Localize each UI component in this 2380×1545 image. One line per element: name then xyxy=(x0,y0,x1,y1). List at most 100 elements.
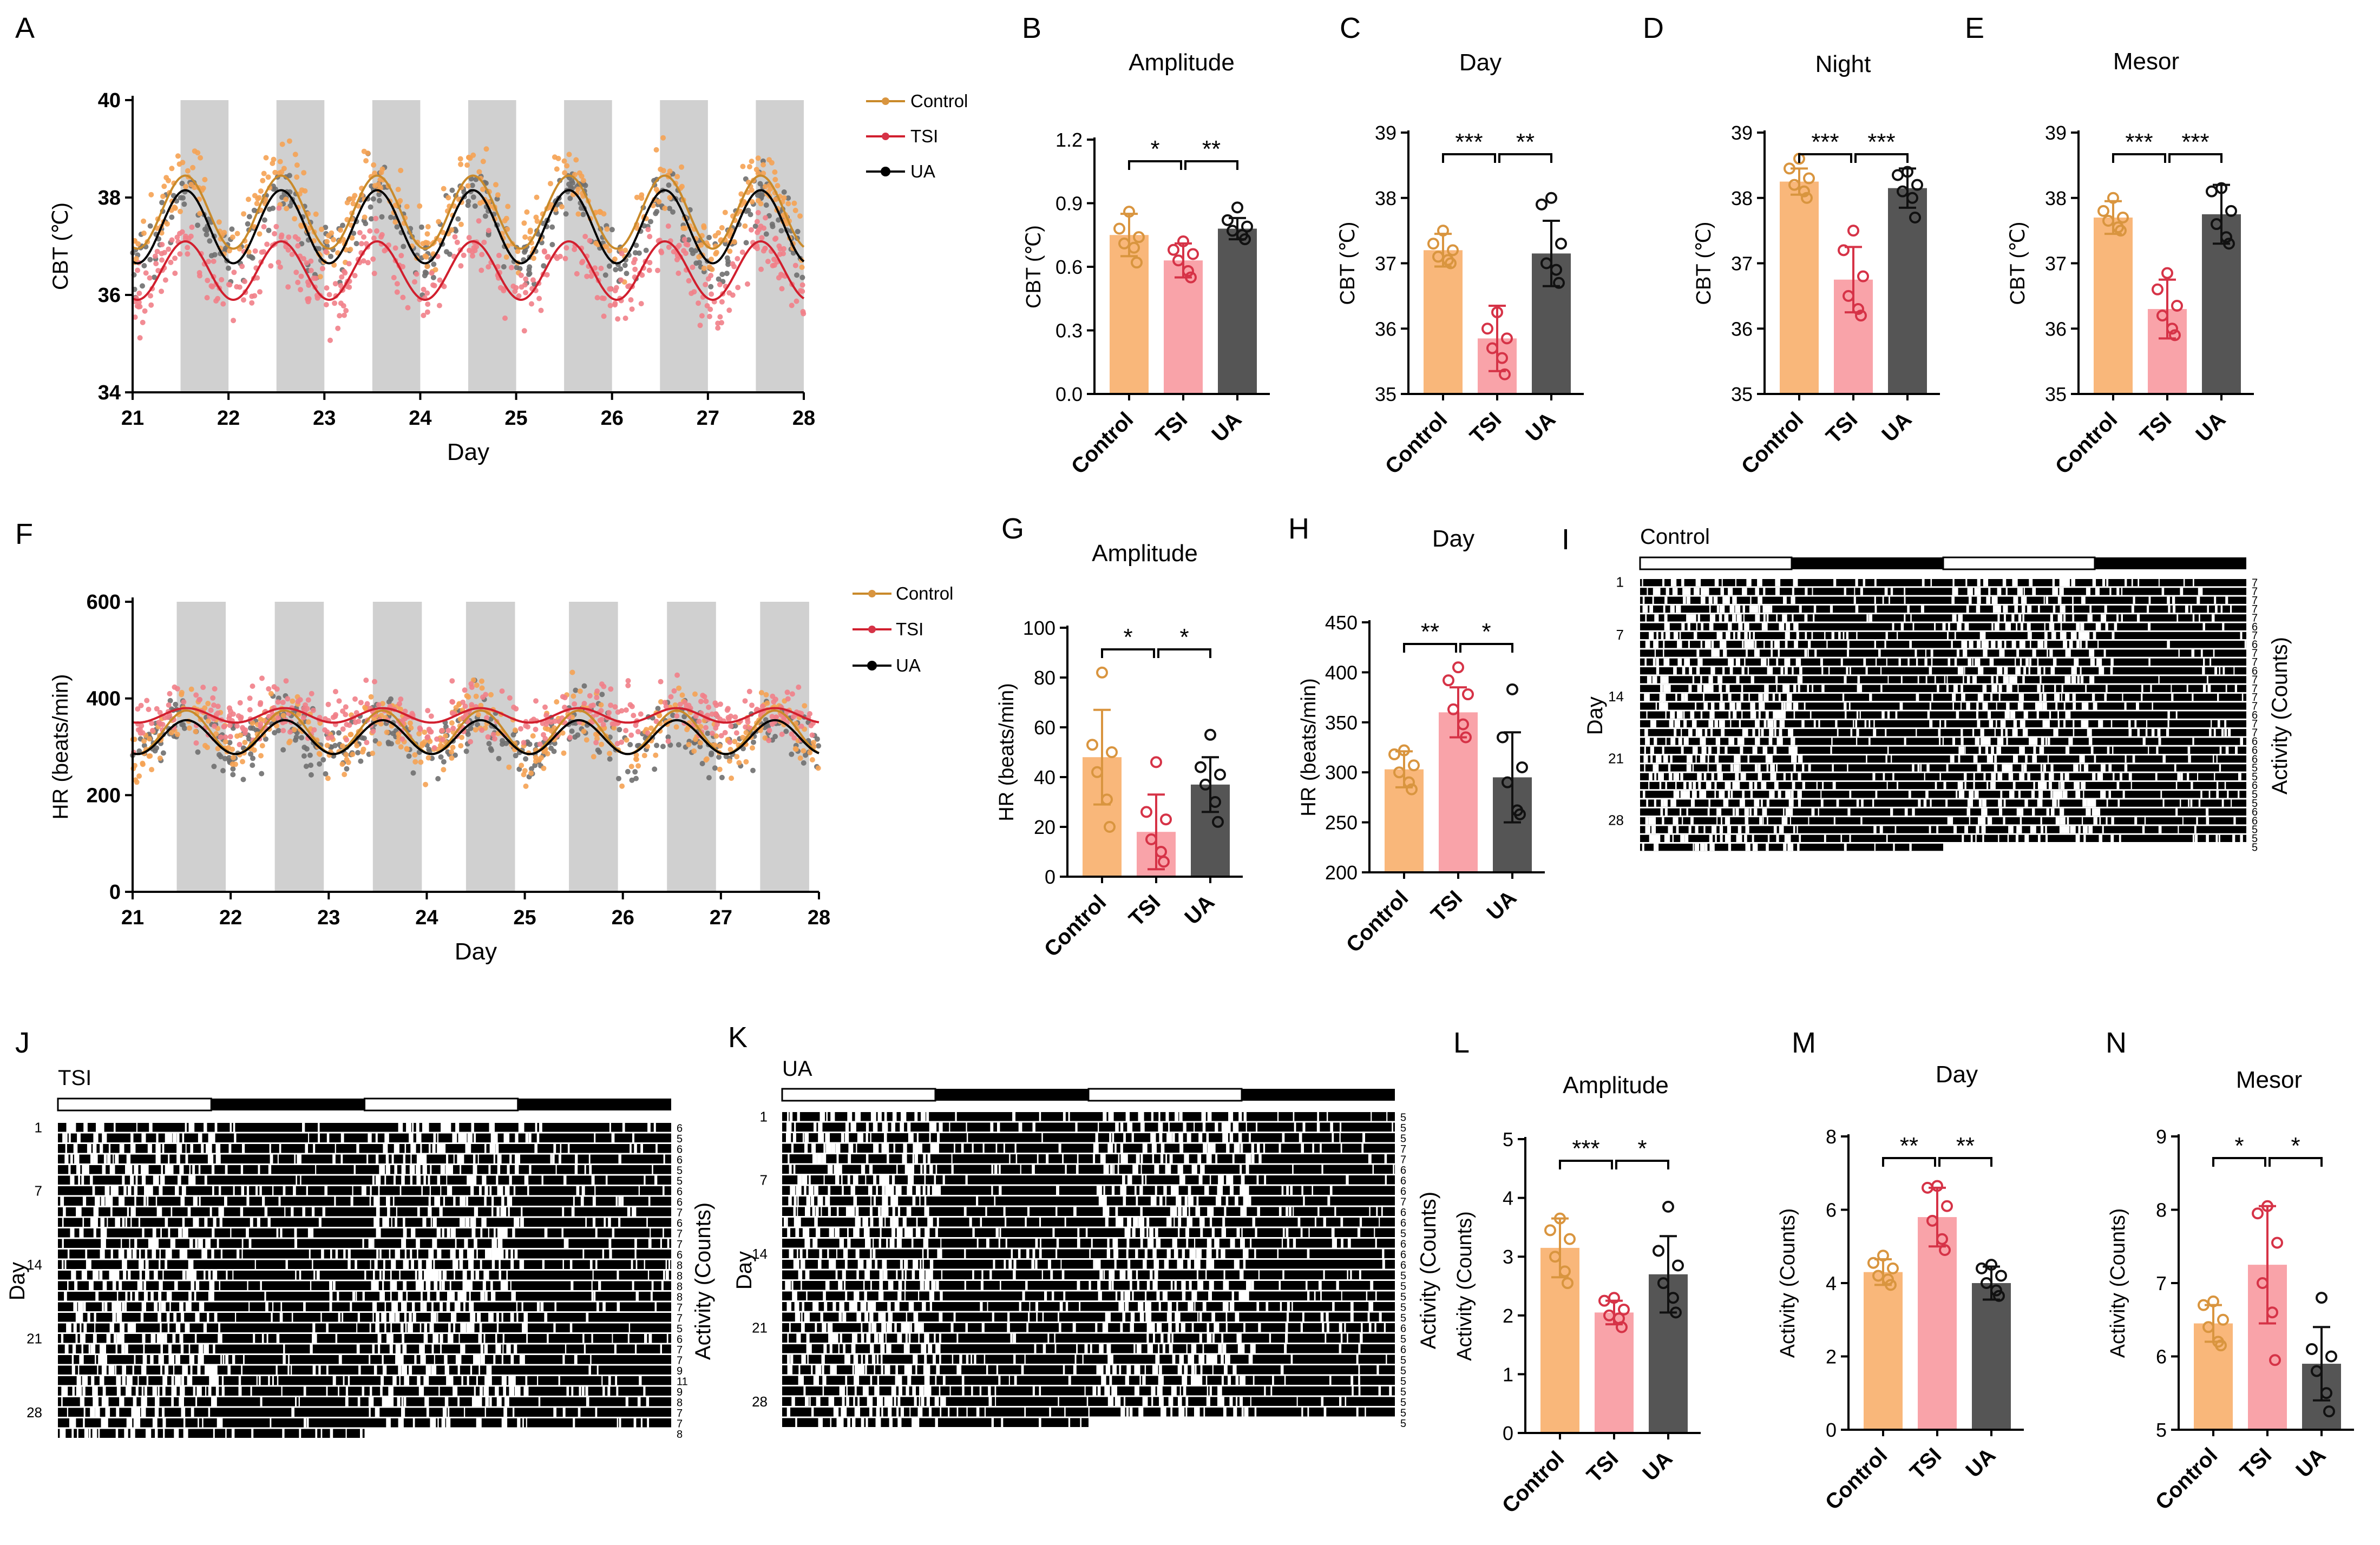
rest-gap xyxy=(1956,791,1958,798)
rest-gap xyxy=(1944,676,1946,683)
data-point xyxy=(601,295,607,301)
light-bar xyxy=(57,1097,212,1112)
rest-gap xyxy=(521,1207,523,1217)
rest-gap xyxy=(1682,588,1688,595)
scale-number: 5 xyxy=(2252,762,2258,774)
data-point xyxy=(325,775,331,781)
rest-gap xyxy=(2077,623,2080,630)
rest-gap xyxy=(416,1175,421,1185)
data-point xyxy=(742,223,748,229)
rest-gap xyxy=(1947,817,1951,825)
rest-gap xyxy=(2016,649,2020,657)
data-point xyxy=(167,691,173,696)
data-point xyxy=(755,155,761,161)
rest-gap xyxy=(2015,658,2016,666)
rest-gap xyxy=(1791,755,1797,763)
rest-gap xyxy=(156,1133,159,1142)
data-point xyxy=(246,736,252,742)
rest-gap xyxy=(1746,649,1748,657)
rest-gap xyxy=(2085,720,2089,728)
data-point xyxy=(784,689,790,695)
rest-gap xyxy=(2156,746,2159,754)
rest-gap xyxy=(353,1165,356,1174)
rest-gap xyxy=(255,1186,258,1195)
data-point xyxy=(266,686,272,692)
data-point xyxy=(608,286,614,292)
data-point xyxy=(166,177,172,183)
rest-gap xyxy=(92,1218,98,1227)
rest-gap xyxy=(2124,702,2127,710)
rest-gap xyxy=(1695,579,1701,587)
legend-marker-tsi xyxy=(882,133,889,140)
data-point xyxy=(1123,206,1135,218)
rest-gap xyxy=(2020,720,2025,728)
data-point xyxy=(1445,257,1457,269)
y-tick-label: 36 xyxy=(98,284,121,307)
rest-gap xyxy=(1801,720,1805,728)
rest-gap xyxy=(1744,632,1748,640)
rest-gap xyxy=(1763,693,1769,701)
y-tick-label: 35 xyxy=(1731,383,1753,405)
data-point xyxy=(781,189,787,195)
rest-gap xyxy=(2097,808,2099,816)
data-point xyxy=(178,195,183,201)
rest-gap xyxy=(2102,579,2106,587)
rest-gap xyxy=(1687,755,1693,763)
data-point xyxy=(1926,1214,1938,1227)
rest-gap xyxy=(446,1154,449,1163)
rest-gap xyxy=(1703,685,1707,692)
data-point xyxy=(2207,1295,2219,1307)
rest-gap xyxy=(2177,773,2181,780)
rest-gap xyxy=(119,1196,125,1206)
data-point xyxy=(763,202,769,208)
data-point xyxy=(344,766,350,772)
rest-gap xyxy=(1953,826,1957,833)
rest-gap xyxy=(634,1144,637,1153)
significance-label: *** xyxy=(2181,129,2209,155)
data-point xyxy=(582,234,588,239)
rest-gap xyxy=(529,1133,532,1142)
rest-gap xyxy=(1881,711,1885,719)
data-point xyxy=(458,743,464,749)
rest-gap xyxy=(1872,773,1876,780)
panel-title: Day xyxy=(1936,1061,1978,1088)
data-point xyxy=(438,742,443,748)
rest-gap xyxy=(2111,817,2114,825)
rest-gap xyxy=(1857,685,1860,692)
data-point xyxy=(659,249,665,255)
rest-gap xyxy=(2214,773,2215,780)
rest-gap xyxy=(1673,667,1677,675)
rest-gap xyxy=(1920,764,1922,772)
rest-gap xyxy=(1978,746,1981,754)
data-point xyxy=(149,767,155,773)
data-point xyxy=(2117,211,2129,223)
fit-line-tsi xyxy=(132,707,819,724)
rest-gap xyxy=(2200,791,2202,798)
data-point xyxy=(432,267,438,273)
data-point xyxy=(132,314,138,320)
significance-bracket xyxy=(2268,1157,2323,1167)
data-point xyxy=(162,277,168,283)
rest-gap xyxy=(1783,596,1787,604)
rest-gap xyxy=(541,1175,543,1185)
rest-gap xyxy=(2088,738,2093,745)
rest-gap xyxy=(2094,755,2096,763)
rest-gap xyxy=(467,1133,473,1142)
data-point xyxy=(523,276,529,282)
rest-gap xyxy=(2078,826,2081,833)
rest-gap xyxy=(2060,623,2062,630)
rest-gap xyxy=(70,1175,75,1185)
rest-gap xyxy=(1665,738,1667,745)
rest-gap xyxy=(1654,738,1657,745)
rest-gap xyxy=(313,1144,316,1153)
rest-gap xyxy=(2172,596,2175,604)
rest-gap xyxy=(1754,808,1758,816)
scale-number: 6 xyxy=(2252,745,2258,757)
data-point xyxy=(703,698,709,704)
rest-gap xyxy=(1691,720,1697,728)
rest-gap xyxy=(2091,693,2095,701)
rest-gap xyxy=(1702,844,1705,851)
rest-gap xyxy=(1720,693,1723,701)
rest-gap xyxy=(1793,579,1798,587)
rest-gap xyxy=(2148,596,2151,604)
